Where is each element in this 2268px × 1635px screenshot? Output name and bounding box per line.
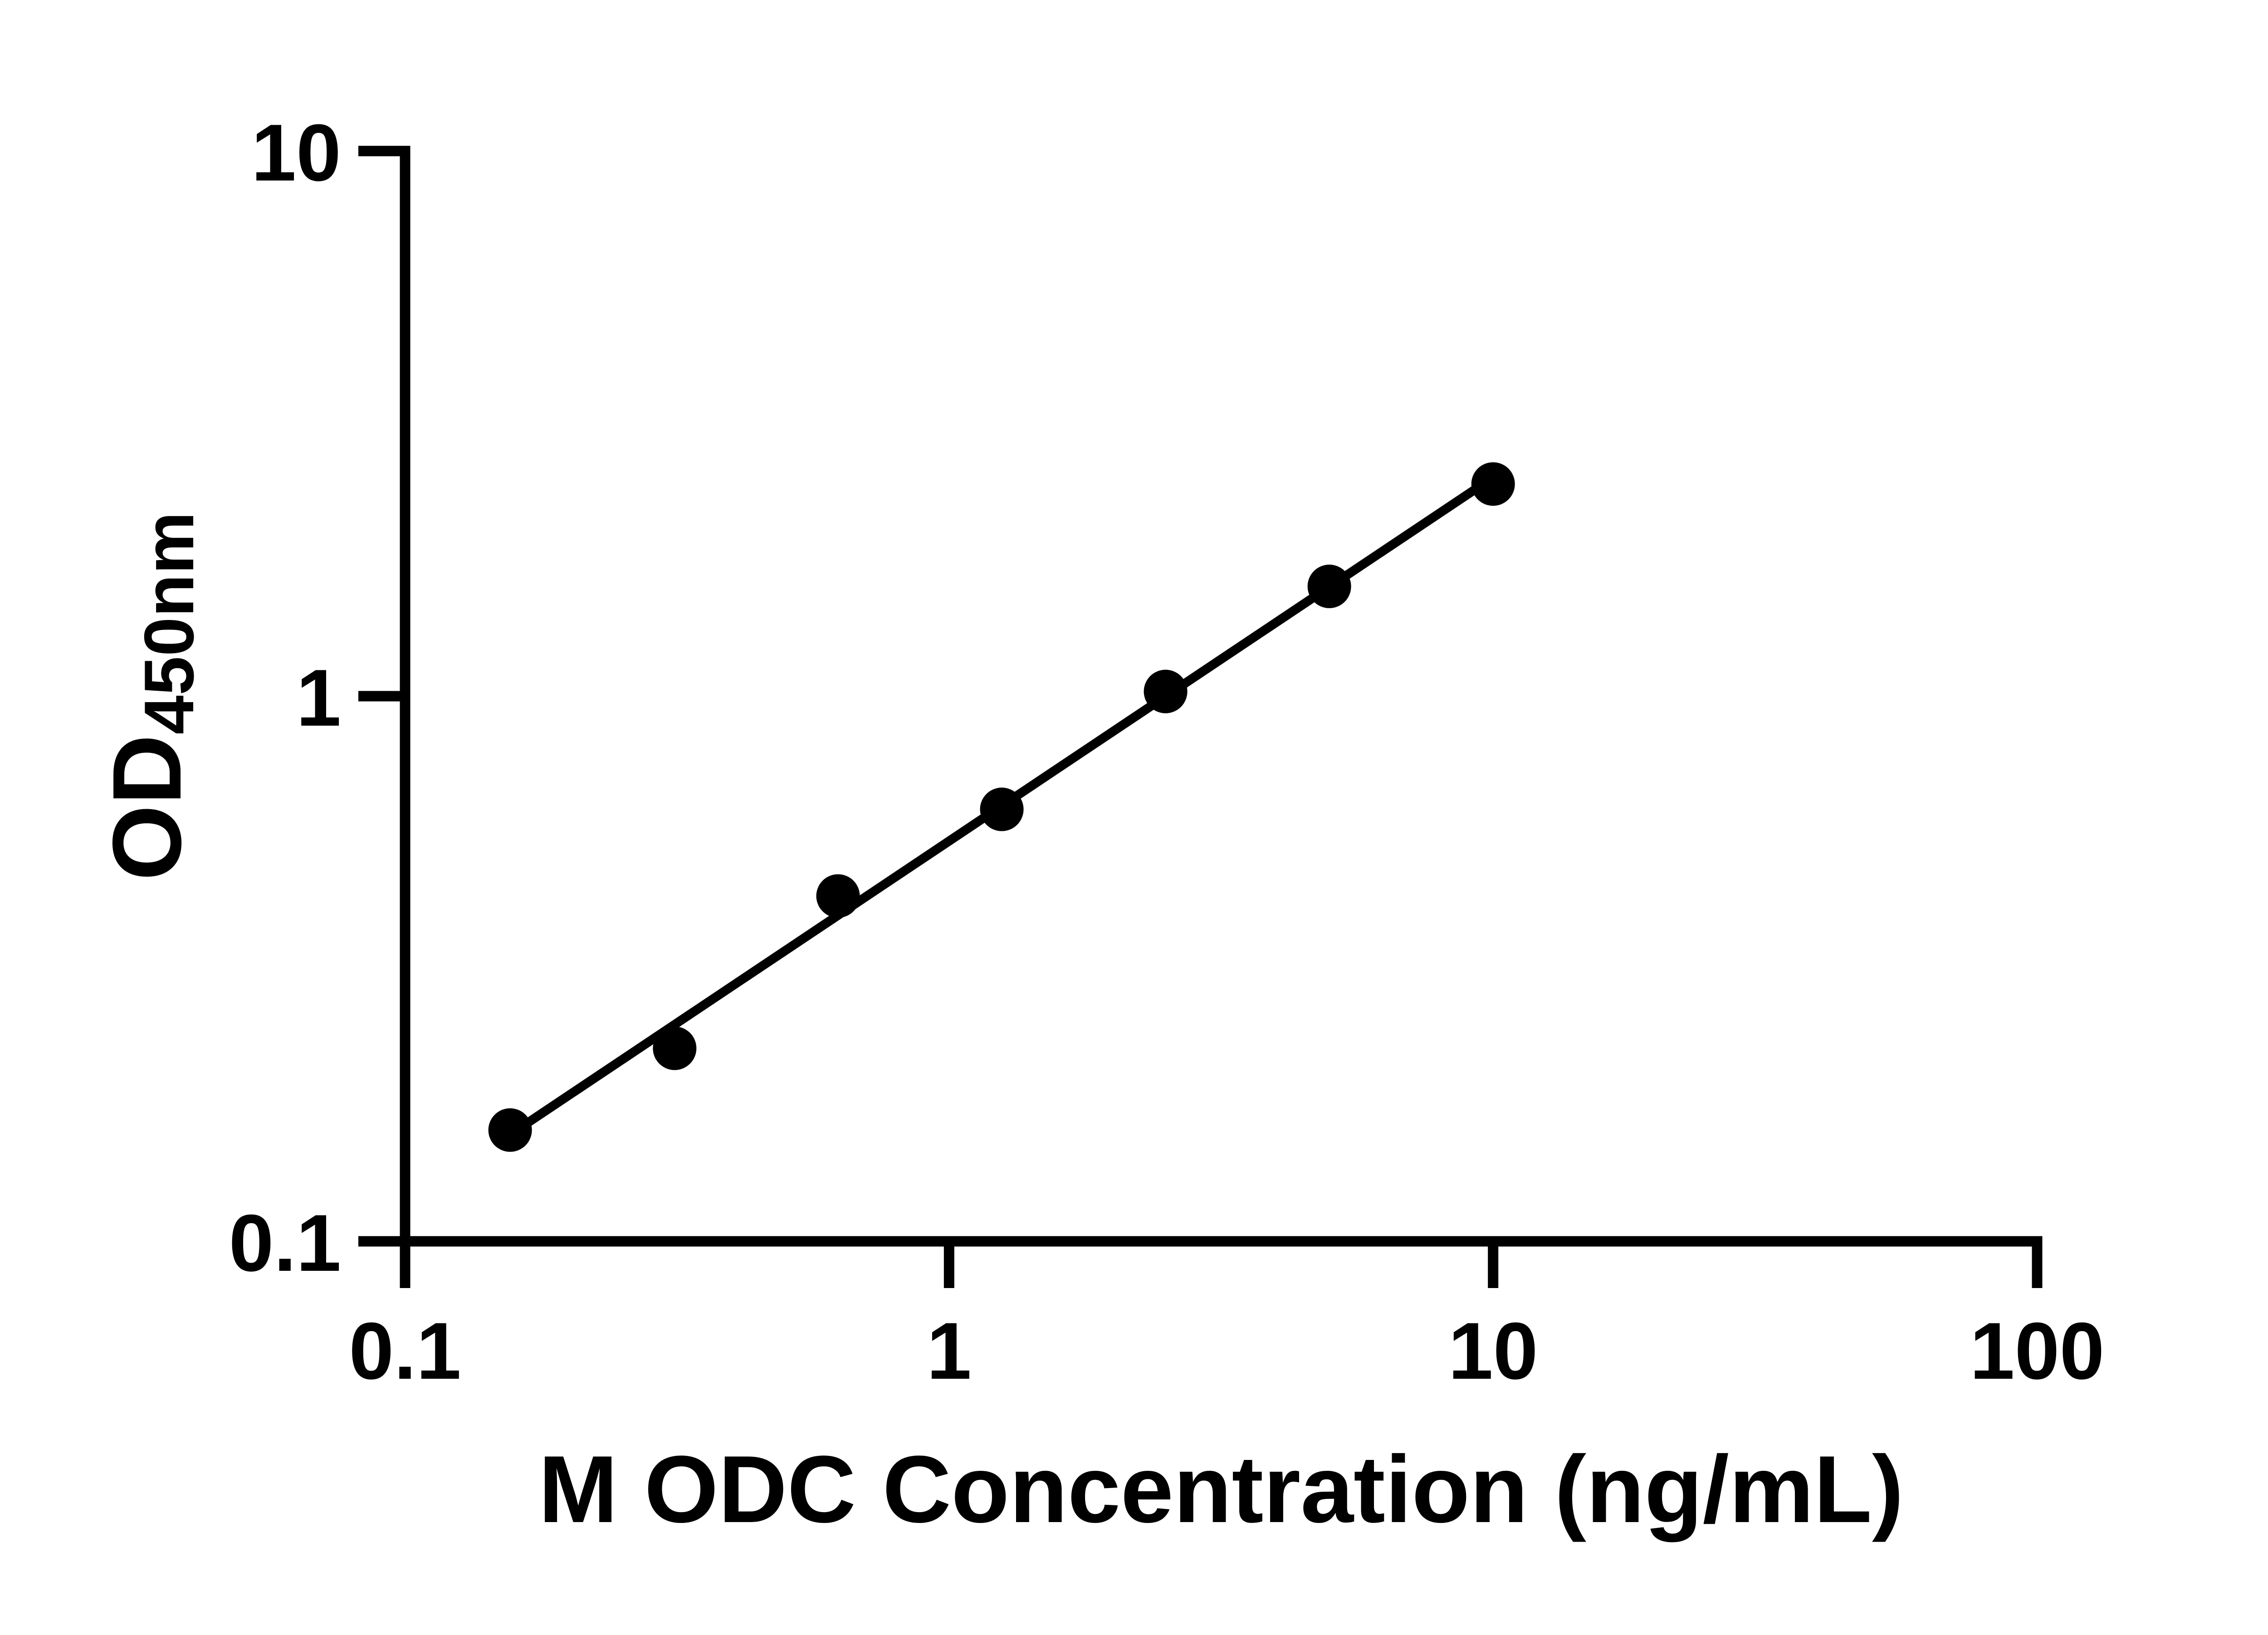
y-axis-title-subscript: 450nm (130, 512, 208, 734)
x-tick-label: 100 (1970, 1306, 2105, 1396)
y-tick-label: 0.1 (229, 1198, 341, 1288)
y-axis-title: OD450nm (92, 512, 208, 881)
data-point (653, 1026, 697, 1070)
y-tick-label: 1 (296, 653, 341, 743)
x-axis-title: M ODC Concentration (ng/mL) (538, 1436, 1904, 1542)
y-tick-label: 10 (251, 107, 341, 198)
x-tick-label: 1 (927, 1306, 972, 1396)
data-point (1471, 462, 1515, 506)
x-tick-label: 10 (1448, 1306, 1538, 1396)
x-tick-label: 0.1 (349, 1306, 461, 1396)
trend-line (508, 473, 1496, 1138)
y-axis-title-main: OD (92, 734, 201, 881)
